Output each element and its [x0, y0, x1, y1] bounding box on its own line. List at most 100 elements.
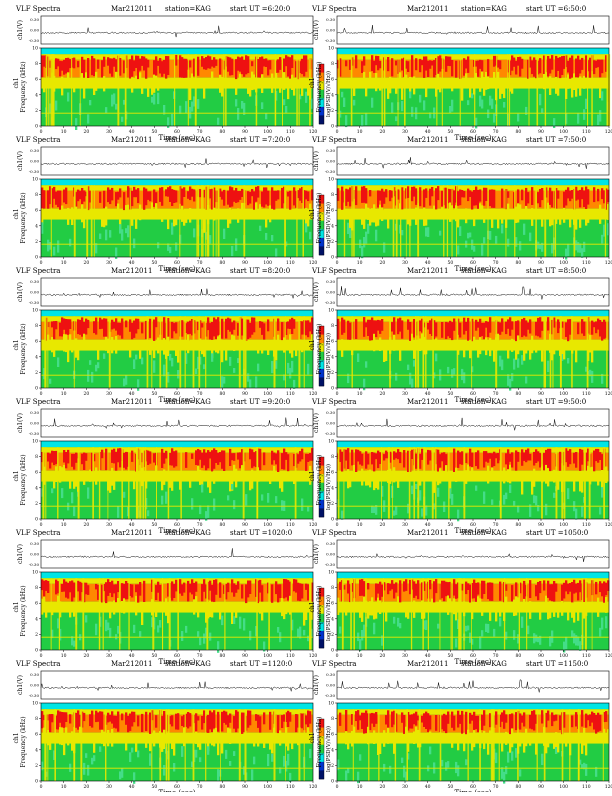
intensity-cell — [597, 114, 600, 125]
intensity-cell — [365, 231, 368, 244]
sferic-streak — [284, 185, 286, 257]
intensity-cell — [149, 451, 152, 464]
sferic-streak — [298, 54, 300, 127]
intensity-cell — [501, 318, 504, 332]
intensity-cell — [537, 505, 540, 512]
intensity-cell — [235, 585, 238, 593]
intensity-cell — [255, 451, 258, 468]
intensity-cell — [411, 55, 414, 77]
intensity-cell — [305, 91, 308, 103]
colorbar-segment — [319, 761, 324, 771]
intensity-cell — [373, 713, 376, 727]
x-tick-label: 90 — [538, 129, 544, 135]
intensity-cell — [409, 77, 412, 92]
y-tick-label: 6 — [35, 732, 38, 738]
intensity-cell — [307, 584, 310, 601]
intensity-cell — [559, 451, 562, 471]
intensity-cell — [477, 715, 480, 733]
intensity-cell — [135, 189, 138, 198]
intensity-cell — [375, 505, 378, 515]
intensity-cell — [375, 606, 378, 619]
colorbar-segment — [319, 491, 324, 501]
intensity-cell — [213, 448, 216, 469]
intensity-cell — [109, 627, 112, 638]
intensity-cell — [459, 226, 462, 236]
intensity-cell — [279, 767, 282, 774]
intensity-cell — [527, 625, 530, 635]
intensity-cell — [367, 605, 370, 619]
intensity-cell — [361, 468, 364, 486]
intensity-cell — [577, 190, 580, 200]
intensity-cell — [371, 317, 374, 341]
sferic-streak — [274, 54, 276, 127]
intensity-cell — [235, 710, 238, 733]
intensity-cell — [467, 317, 470, 341]
intensity-cell — [553, 469, 556, 483]
intensity-cell — [415, 58, 418, 71]
intensity-cell — [167, 372, 170, 383]
sferic-streak — [394, 709, 397, 781]
intensity-cell — [447, 56, 450, 66]
intensity-cell — [535, 738, 538, 755]
sferic-streak — [282, 54, 283, 127]
intensity-cell — [481, 60, 484, 77]
sferic-streak — [50, 54, 53, 127]
intensity-cell — [471, 604, 474, 620]
intensity-cell — [575, 186, 578, 201]
intensity-cell — [47, 581, 50, 593]
intensity-cell — [571, 602, 574, 618]
intensity-cell — [235, 605, 238, 618]
intensity-cell — [373, 473, 376, 491]
intensity-cell — [605, 616, 608, 629]
intensity-cell — [69, 581, 72, 593]
intensity-cell — [277, 450, 280, 472]
intensity-cell — [171, 357, 174, 367]
intensity-cell — [201, 452, 204, 468]
intensity-cell — [547, 468, 550, 487]
intensity-cell — [107, 579, 110, 596]
sferic-streak — [395, 185, 398, 257]
intensity-cell — [139, 340, 142, 359]
x-axis-label: Time (sec) — [454, 265, 491, 273]
intensity-cell — [95, 710, 98, 723]
intensity-cell — [491, 189, 494, 208]
intensity-cell — [137, 188, 140, 204]
intensity-cell — [385, 342, 388, 361]
sferic-streak — [47, 316, 49, 388]
intensity-cell — [517, 57, 520, 66]
intensity-cell — [241, 465, 244, 481]
intensity-cell — [415, 583, 418, 596]
intensity-cell — [447, 188, 450, 204]
intensity-cell — [71, 731, 74, 751]
intensity-cell — [529, 56, 532, 68]
colorbar-segment — [319, 465, 324, 475]
intensity-cell — [479, 598, 482, 612]
sferic-streak — [303, 709, 305, 781]
intensity-cell — [229, 356, 232, 366]
sferic-streak — [256, 578, 258, 650]
intensity-cell — [285, 601, 288, 615]
intensity-cell — [181, 746, 184, 757]
intensity-cell — [81, 453, 84, 465]
intensity-cell — [421, 716, 424, 723]
intensity-cell — [107, 712, 110, 723]
y-tick-label: 0 — [331, 124, 334, 130]
intensity-cell — [377, 213, 380, 226]
sferic-streak — [439, 709, 442, 781]
intensity-cell — [77, 319, 80, 335]
sferic-streak — [505, 185, 507, 257]
intensity-cell — [577, 242, 580, 253]
intensity-cell — [71, 636, 74, 646]
intensity-cell — [91, 710, 94, 728]
intensity-cell — [533, 451, 536, 466]
intensity-cell — [481, 205, 484, 219]
intensity-cell — [531, 710, 534, 730]
intensity-cell — [519, 713, 522, 730]
panel-station: station=KAG — [165, 5, 211, 13]
sferic-streak — [212, 185, 214, 257]
intensity-cell — [365, 112, 368, 126]
intensity-cell — [587, 465, 590, 479]
intensity-cell — [235, 187, 238, 203]
intensity-cell — [461, 81, 464, 101]
intensity-cell — [471, 714, 474, 721]
